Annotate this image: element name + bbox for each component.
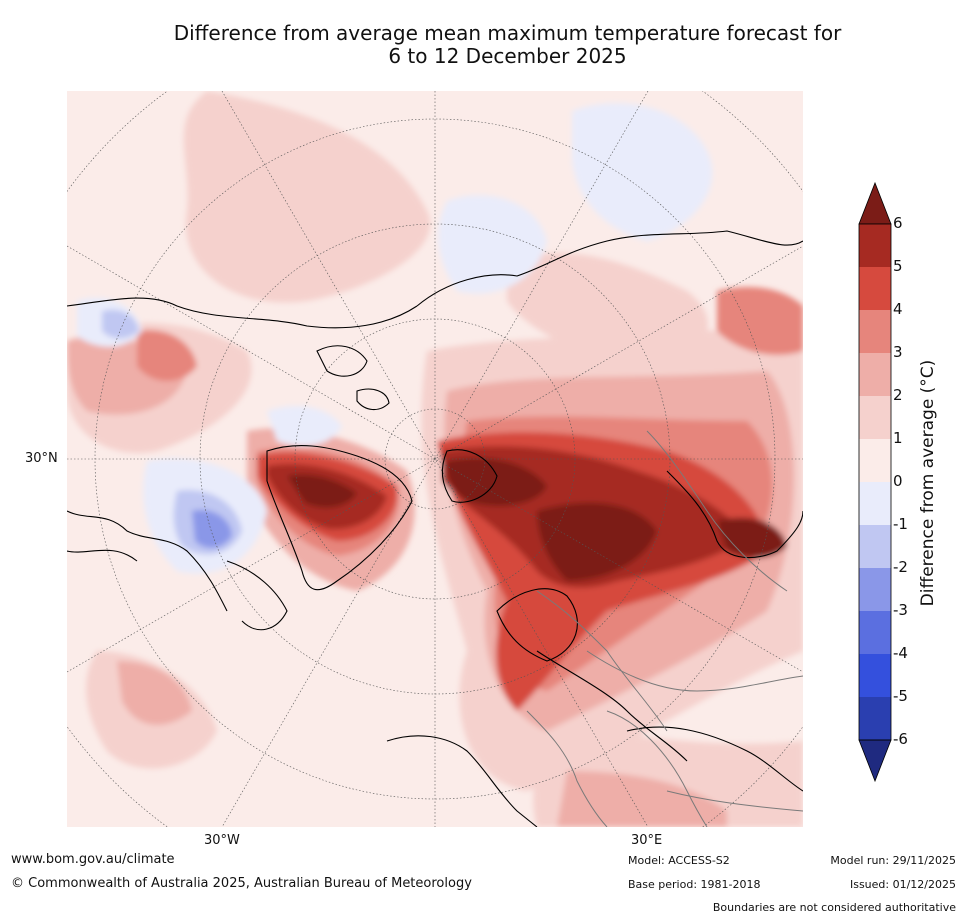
colorbar-level: -3 [893,601,908,619]
forecast-map [67,91,803,827]
anomaly-zone-gt6 [537,502,657,581]
colorbar-level: 3 [893,343,903,361]
colorbar-level: 0 [893,472,903,490]
colorbar-cap-bottom [858,739,892,783]
anomaly-zone-gt6 [446,458,547,506]
anomaly-zone-1-2 [183,91,431,303]
colorbar-level: -5 [893,687,908,705]
title-line-1: Difference from average mean maximum tem… [173,21,842,45]
lat-label-30n: 30°N [25,451,58,466]
colorbar-frame [858,223,892,741]
graticule [67,91,803,827]
colorbar-level: -1 [893,515,908,533]
colorbar-level: 5 [893,257,903,275]
footer-issued: Issued: 01/12/2025 [849,878,956,891]
colorbar [858,181,892,783]
footer-url[interactable]: www.bom.gov.au/climate [11,852,175,867]
anomaly-zone-gt6 [287,474,357,508]
anomaly-zone-gt6 [717,517,787,558]
anomaly-zone-m2-m1 [102,309,139,339]
colorbar-swatch [859,611,891,654]
anomaly-zone-m3-m2 [192,509,232,548]
colorbar-swatch [859,482,891,525]
colorbar-level: 4 [893,300,903,318]
colorbar-level: 6 [893,214,903,232]
colorbar-swatch [859,568,891,611]
title-line-2: 6 to 12 December 2025 [388,44,627,68]
colorbar-level: -4 [893,644,908,662]
footer-model: Model: ACCESS-S2 [628,854,730,867]
colorbar-swatch [859,267,891,310]
footer-copyright: © Commonwealth of Australia 2025, Austra… [11,876,472,891]
anomaly-zone-2-3 [557,771,727,827]
colorbar-swatch [859,224,891,267]
colorbar-level: -2 [893,558,908,576]
colorbar-level: -6 [893,730,908,748]
anomaly-layer [67,91,803,827]
colorbar-swatch [859,654,891,697]
colorbar-level: 2 [893,386,903,404]
colorbar-title: Difference from average (°C) [918,359,938,607]
lon-label-30e: 30°E [631,833,663,848]
colorbar-level: 1 [893,429,903,447]
anomaly-zone-m1-0 [438,195,547,294]
lon-label-30w: 30°W [204,833,240,848]
chart-title: Difference from average mean maximum tem… [60,22,955,68]
footer-base-period: Base period: 1981-2018 [628,878,761,891]
anomaly-zone-1-2 [507,252,708,361]
country-borders [526,430,803,827]
colorbar-swatch [859,525,891,568]
footer-disclaimer: Boundaries are not considered authoritat… [712,901,956,914]
colorbar-swatch [859,310,891,353]
anomaly-zone-3-4 [717,286,803,355]
anomaly-zone-2-3 [117,661,192,725]
coastlines [67,230,803,827]
anomaly-zone-m1-0 [572,103,713,241]
colorbar-cap-top [858,181,892,225]
colorbar-swatch [859,396,891,439]
colorbar-swatch [859,353,891,396]
anomaly-zone-3-4 [137,330,197,381]
colorbar-swatch [859,439,891,482]
anomaly-zone-m1-0 [267,406,342,446]
colorbar-swatch [859,697,891,740]
footer-model-run: Model run: 29/11/2025 [830,854,956,867]
